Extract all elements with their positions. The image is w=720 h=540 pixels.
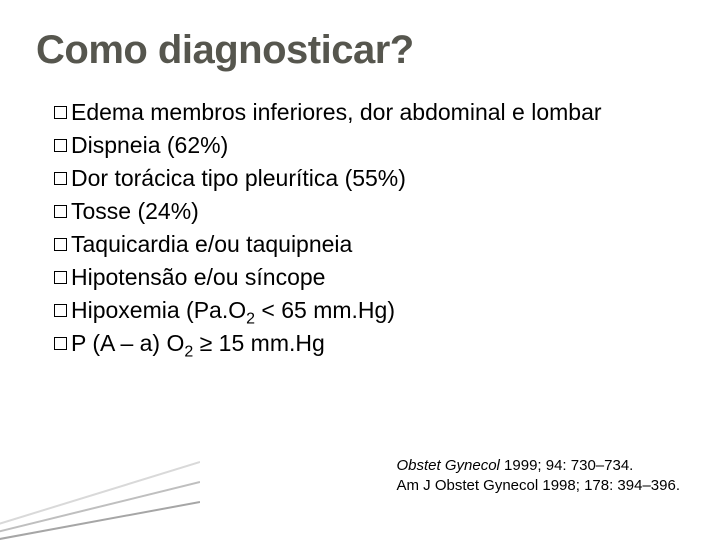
list-item: Dispneia (62%) xyxy=(54,130,684,161)
bullet-lead: Hipoxemia xyxy=(71,297,180,323)
bullet-box-icon xyxy=(54,238,67,251)
bullet-lead: P xyxy=(71,330,86,356)
slope-decoration-icon xyxy=(0,420,200,540)
bullet-rest: (A – a) O xyxy=(86,330,184,356)
bullet-lead: Dispneia xyxy=(71,132,161,158)
bullet-box-icon xyxy=(54,139,67,152)
list-item: Tosse (24%) xyxy=(54,196,684,227)
bullet-lead: Dor xyxy=(71,165,108,191)
bullet-rest: membros inferiores, dor abdominal e lomb… xyxy=(144,99,602,125)
bullet-rest: (Pa.O xyxy=(180,297,246,323)
bullet-box-icon xyxy=(54,205,67,218)
list-item: P (A – a) O2 ≥ 15 mm.Hg xyxy=(54,328,684,359)
bullet-sub: 2 xyxy=(246,311,255,328)
list-item: Edema membros inferiores, dor abdominal … xyxy=(54,97,684,128)
bullet-lead: Tosse xyxy=(71,198,131,224)
bullet-list: Edema membros inferiores, dor abdominal … xyxy=(36,97,684,359)
bullet-lead: Taquicardia xyxy=(71,231,189,257)
list-item: Taquicardia e/ou taquipneia xyxy=(54,229,684,260)
citation-italic: Obstet Gynecol xyxy=(396,457,499,474)
list-item: Hipotensão e/ou síncope xyxy=(54,262,684,293)
bullet-rest2: < 65 mm.Hg) xyxy=(255,297,395,323)
bullet-sub: 2 xyxy=(184,344,193,361)
citations: Obstet Gynecol 1999; 94: 730–734. Am J O… xyxy=(396,456,680,497)
bullet-box-icon xyxy=(54,337,67,350)
bullet-lead: Hipotensão xyxy=(71,264,187,290)
bullet-rest: torácica tipo pleurítica (55%) xyxy=(108,165,406,191)
citation-line: Obstet Gynecol 1999; 94: 730–734. xyxy=(396,456,680,476)
bullet-rest: (24%) xyxy=(131,198,199,224)
list-item: Hipoxemia (Pa.O2 < 65 mm.Hg) xyxy=(54,295,684,326)
list-item: Dor torácica tipo pleurítica (55%) xyxy=(54,163,684,194)
bullet-rest: e/ou taquipneia xyxy=(189,231,353,257)
bullet-box-icon xyxy=(54,172,67,185)
citation-rest: 1999; 94: 730–734. xyxy=(500,457,633,474)
bullet-box-icon xyxy=(54,271,67,284)
bullet-rest: e/ou síncope xyxy=(187,264,325,290)
slide: Como diagnosticar? Edema membros inferio… xyxy=(0,0,720,540)
bullet-rest2: ≥ 15 mm.Hg xyxy=(193,330,325,356)
bullet-box-icon xyxy=(54,106,67,119)
bullet-rest: (62%) xyxy=(161,132,229,158)
slide-title: Como diagnosticar? xyxy=(36,28,684,73)
bullet-lead: Edema xyxy=(71,99,144,125)
bullet-box-icon xyxy=(54,304,67,317)
citation-line: Am J Obstet Gynecol 1998; 178: 394–396. xyxy=(396,476,680,496)
